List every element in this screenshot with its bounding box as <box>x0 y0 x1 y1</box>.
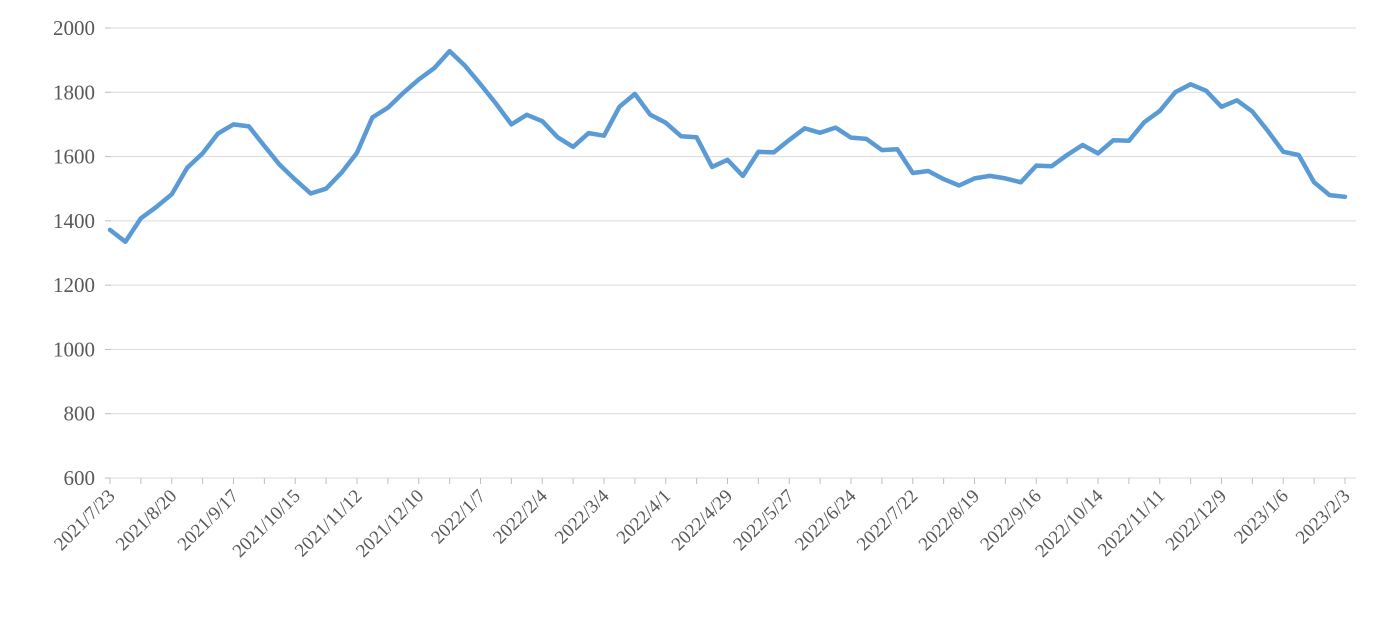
y-axis-tick-label: 1400 <box>53 209 95 233</box>
axes <box>105 27 1356 484</box>
x-axis-tick-label: 2023/2/3 <box>1292 486 1355 549</box>
x-axis-tick-label: 2021/7/23 <box>50 486 119 555</box>
y-axis-tick-label: 1200 <box>53 273 95 297</box>
x-axis-tick-label: 2023/1/6 <box>1230 486 1293 549</box>
x-axis-tick-label: 2022/5/27 <box>729 486 798 555</box>
x-axis-labels: 2021/7/232021/8/202021/9/172021/10/15202… <box>50 485 1354 561</box>
x-axis-tick-label: 2022/12/9 <box>1162 486 1231 555</box>
series-line-weekly-price <box>107 48 1348 245</box>
y-axis-tick-label: 600 <box>64 466 96 490</box>
y-axis-tick-label: 2000 <box>53 16 95 40</box>
x-axis-tick-label: 2022/11/11 <box>1094 486 1169 561</box>
x-axis-tick-label: 2022/4/1 <box>613 486 676 549</box>
x-axis-tick-label: 2022/1/7 <box>427 486 490 549</box>
y-axis-tick-label: 800 <box>64 402 96 426</box>
data-series <box>107 48 1348 245</box>
x-axis-tick-label: 2022/2/4 <box>489 485 552 548</box>
x-axis-tick-label: 2022/6/24 <box>791 485 861 555</box>
x-axis-tick-label: 2021/8/20 <box>112 486 181 555</box>
x-axis-tick-label: 2022/8/19 <box>915 486 984 555</box>
y-axis-labels: 600 800 1000 1200 1400 1600 1800 2000 <box>53 16 95 490</box>
gridlines <box>110 27 1356 415</box>
x-axis-tick-label: 2022/4/29 <box>668 486 737 555</box>
x-axis-tick-label: 2022/10/14 <box>1031 485 1107 561</box>
y-axis-tick-label: 1800 <box>53 80 95 104</box>
x-axis-tick-label: 2022/3/4 <box>551 485 614 548</box>
y-axis-tick-label: 1000 <box>53 337 95 361</box>
x-axis-tick-label: 2022/7/22 <box>853 486 922 555</box>
x-axis-tick-label: 2021/10/15 <box>229 486 305 562</box>
x-axis-tick-label: 2021/12/10 <box>352 486 428 562</box>
y-axis-tick-label: 1600 <box>53 145 95 169</box>
